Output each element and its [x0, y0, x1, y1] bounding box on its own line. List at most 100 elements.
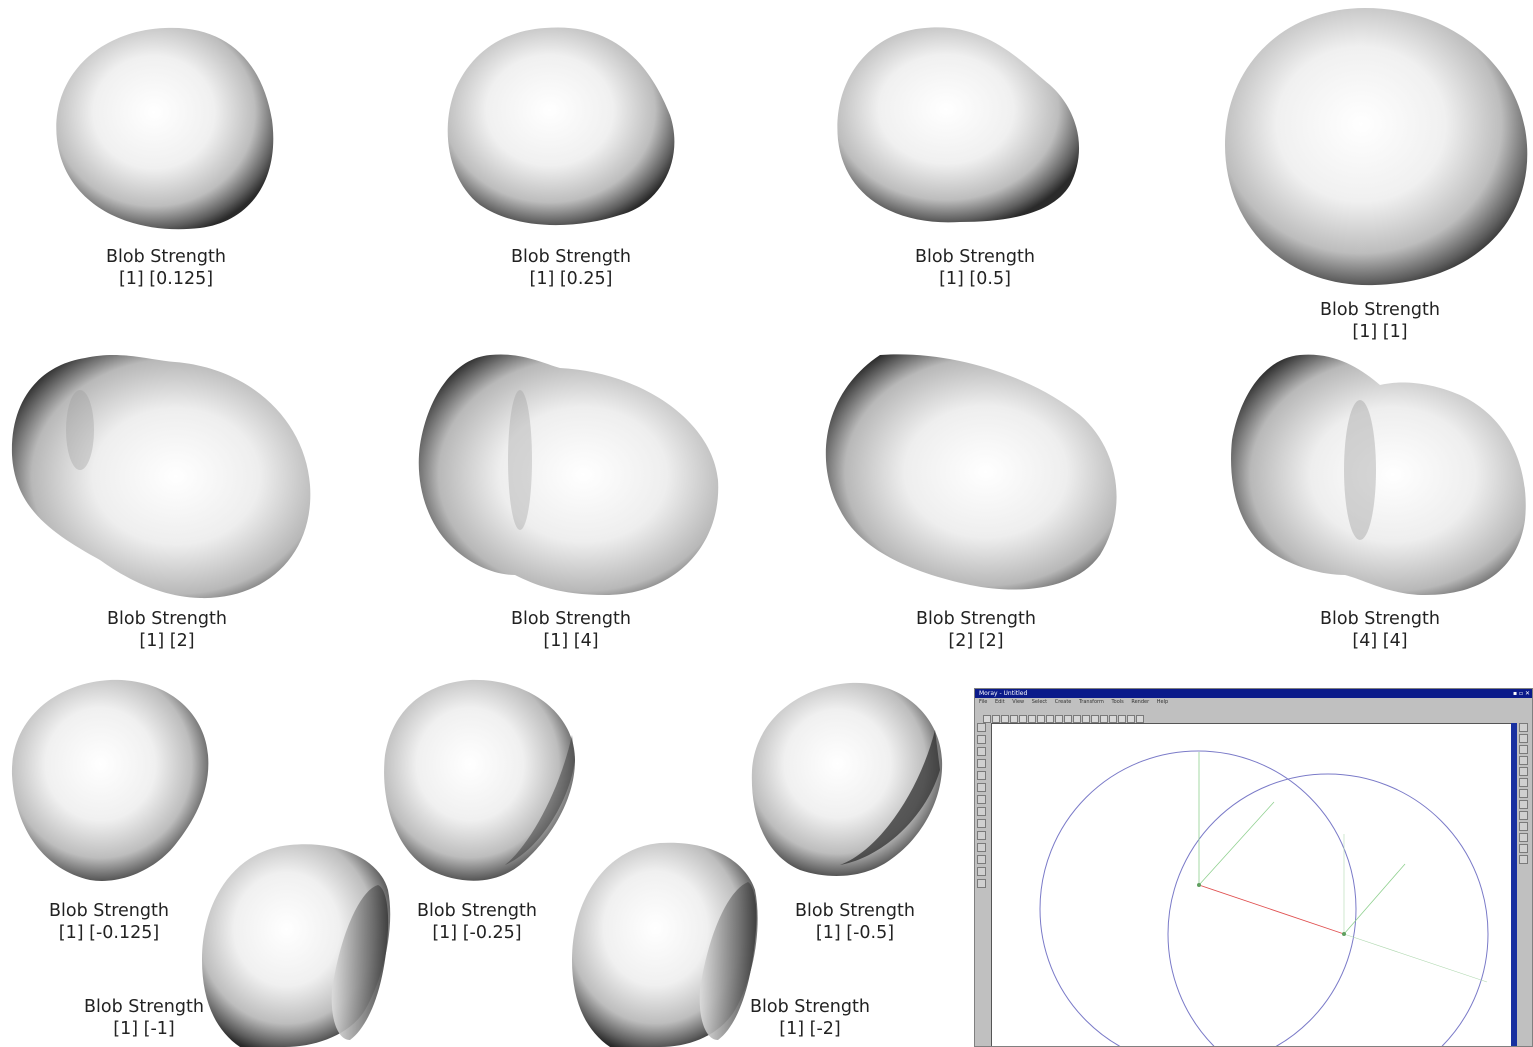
blob-4-4: [1231, 354, 1526, 595]
caption-values: [1] [2]: [139, 631, 195, 651]
window-toolbar: [983, 708, 1223, 723]
tool-camera-icon[interactable]: [1127, 715, 1135, 723]
blob-1-0.5: [837, 27, 1080, 223]
lathe-tool-icon[interactable]: [977, 807, 986, 816]
cone-tool-icon[interactable]: [977, 747, 986, 756]
view-persp-icon[interactable]: [1519, 756, 1528, 765]
menu-file[interactable]: File: [979, 699, 988, 705]
solid-icon[interactable]: [1519, 811, 1528, 820]
csg-tool-icon[interactable]: [977, 843, 986, 852]
caption-values: [1] [-2]: [779, 1019, 841, 1039]
caption-values: [1] [0.25]: [529, 269, 613, 289]
torus-tool-icon[interactable]: [977, 771, 986, 780]
tool-grid-icon[interactable]: [1100, 715, 1108, 723]
zoom-in-icon[interactable]: [1519, 767, 1528, 776]
tool-zoom-icon[interactable]: [1082, 715, 1090, 723]
tool-scale-icon[interactable]: [1073, 715, 1081, 723]
caption-values: [2] [2]: [948, 631, 1004, 651]
blob-1-2: [11, 354, 311, 599]
caption-title: Blob Strength: [750, 997, 870, 1017]
tool-light-icon[interactable]: [1136, 715, 1144, 723]
tool-open-icon[interactable]: [992, 715, 1000, 723]
grid-toggle-icon[interactable]: [1519, 822, 1528, 831]
axis-x2-line: [1343, 933, 1488, 983]
blob-tool-icon[interactable]: [977, 795, 986, 804]
wire-icon[interactable]: [1519, 800, 1528, 809]
caption-1-neg0.25: Blob Strength [1] [-0.25]: [357, 900, 597, 944]
caption-title: Blob Strength: [49, 901, 169, 921]
caption-1-0.5: Blob Strength [1] [0.5]: [855, 246, 1095, 290]
light-tool-icon[interactable]: [977, 855, 986, 864]
caption-values: [1] [-1]: [113, 1019, 175, 1039]
menu-select[interactable]: Select: [1031, 699, 1048, 705]
caption-1-4: Blob Strength [1] [4]: [451, 608, 691, 652]
menu-edit[interactable]: Edit: [994, 699, 1005, 705]
axes-toggle-icon[interactable]: [1519, 833, 1528, 842]
menu-transform[interactable]: Transform: [1078, 699, 1104, 705]
caption-title: Blob Strength: [795, 901, 915, 921]
preview-icon[interactable]: [1519, 844, 1528, 853]
menu-view[interactable]: View: [1012, 699, 1025, 705]
viewport-scrollbar[interactable]: [1511, 723, 1517, 1046]
blob-1-neg1-cavity: [331, 885, 389, 1040]
tool-copy-icon[interactable]: [1028, 715, 1036, 723]
zoom-out-icon[interactable]: [1519, 778, 1528, 787]
tool-snap-icon[interactable]: [1109, 715, 1117, 723]
blob-1-neg0.5-cavity: [840, 730, 940, 865]
caption-title: Blob Strength: [417, 901, 537, 921]
blob-component-circle-1: [1039, 750, 1357, 1046]
modeler-window: Moray - Untitled ▪ ▫ ✕ File Edit View Se…: [974, 688, 1533, 1047]
blob-component-circle-2: [1167, 773, 1489, 1046]
caption-values: [1] [0.5]: [939, 269, 1011, 289]
caption-values: [4] [4]: [1352, 631, 1408, 651]
caption-1-0.125: Blob Strength [1] [0.125]: [46, 246, 286, 290]
blob-1-1: [1225, 8, 1528, 286]
tool-print-icon[interactable]: [1010, 715, 1018, 723]
caption-1-0.25: Blob Strength [1] [0.25]: [451, 246, 691, 290]
window-controls[interactable]: ▪ ▫ ✕: [1513, 690, 1530, 697]
menu-render[interactable]: Render: [1131, 699, 1150, 705]
blob-center-1[interactable]: [1197, 883, 1201, 887]
tool-undo-icon[interactable]: [1046, 715, 1054, 723]
caption-values: [1] [-0.5]: [815, 923, 895, 943]
wireframe-view: [1039, 750, 1489, 1046]
sphere-tool-icon[interactable]: [977, 735, 986, 744]
menu-create[interactable]: Create: [1054, 699, 1072, 705]
blob-center-2[interactable]: [1342, 932, 1346, 936]
menu-help[interactable]: Help: [1156, 699, 1169, 705]
info-icon[interactable]: [1519, 855, 1528, 864]
tool-save-icon[interactable]: [1001, 715, 1009, 723]
tool-render-icon[interactable]: [1118, 715, 1126, 723]
sweep-tool-icon[interactable]: [977, 819, 986, 828]
cylinder-tool-icon[interactable]: [977, 759, 986, 768]
blob-1-neg0.5: [751, 682, 943, 876]
fit-view-icon[interactable]: [1519, 789, 1528, 798]
view-top-icon[interactable]: [1519, 745, 1528, 754]
view-front-icon[interactable]: [1519, 723, 1528, 732]
menu-tools[interactable]: Tools: [1111, 699, 1124, 705]
spot-tool-icon[interactable]: [977, 879, 986, 888]
caption-values: [1] [4]: [543, 631, 599, 651]
tool-pan-icon[interactable]: [1091, 715, 1099, 723]
caption-title: Blob Strength: [511, 247, 631, 267]
plane-tool-icon[interactable]: [977, 783, 986, 792]
blob-1-neg2-cavity: [699, 882, 757, 1040]
text-tool-icon[interactable]: [977, 831, 986, 840]
axis-z-line: [1198, 801, 1275, 886]
caption-values: [1] [-0.125]: [58, 923, 160, 943]
window-titlebar: Moray - Untitled ▪ ▫ ✕: [975, 689, 1532, 698]
caption-1-neg0.5: Blob Strength [1] [-0.5]: [735, 900, 975, 944]
camera-tool-icon[interactable]: [977, 867, 986, 876]
caption-1-neg1: Blob Strength [1] [-1]: [24, 996, 264, 1040]
tool-new-icon[interactable]: [983, 715, 991, 723]
tool-cut-icon[interactable]: [1019, 715, 1027, 723]
box-tool-icon[interactable]: [977, 723, 986, 732]
tool-rotate-icon[interactable]: [1064, 715, 1072, 723]
modeler-viewport[interactable]: [991, 723, 1513, 1046]
view-side-icon[interactable]: [1519, 734, 1528, 743]
tool-paste-icon[interactable]: [1037, 715, 1045, 723]
caption-values: [1] [-0.25]: [432, 923, 522, 943]
caption-title: Blob Strength: [1320, 609, 1440, 629]
tool-move-icon[interactable]: [1055, 715, 1063, 723]
